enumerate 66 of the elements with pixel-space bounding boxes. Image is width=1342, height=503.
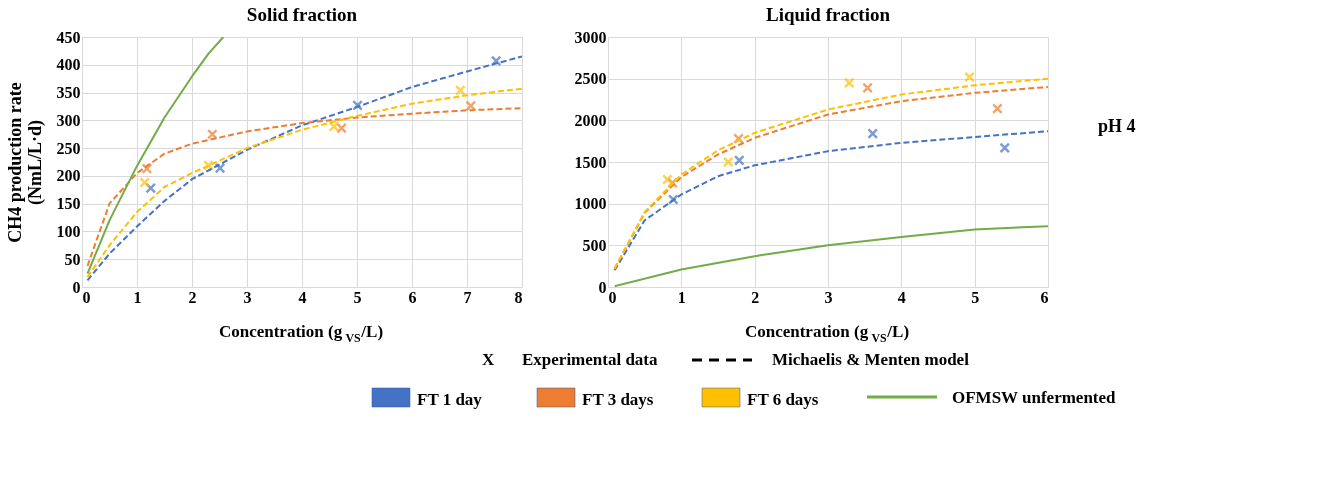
y-tick-label: 250 [56,139,81,157]
text: X [482,350,495,369]
point [722,156,734,168]
point [352,99,363,111]
x-tick-label: 5 [971,288,980,306]
legend-label: OFMSW unfermented [952,388,1117,407]
point [661,174,673,185]
y-tick-label: 500 [582,236,607,254]
y-tick-label: 300 [56,111,81,129]
x-tick-label: 1 [677,288,686,306]
point [843,77,855,89]
x-tick-label: 2 [188,288,197,306]
point [867,128,879,140]
point [999,142,1011,154]
line-series [86,37,225,275]
x-tick-label: 1 [133,288,142,306]
y-tick-label: 50 [64,250,81,268]
point [991,103,1003,115]
x-tick-label: 6 [408,288,417,306]
point [145,182,157,194]
point [465,100,477,112]
point [336,122,348,134]
text: pH 4 [1098,116,1136,136]
y-tick-label: 1000 [574,195,607,213]
y-tick-label: 1500 [574,153,607,171]
chart-title: Liquid fraction [765,4,891,25]
line-series [613,225,1048,287]
line-series [613,130,1048,272]
y-tick-label: 350 [56,84,81,102]
point [733,154,745,166]
point [206,128,218,140]
x-tick-label: 6 [1040,288,1049,306]
x-tick-label: 7 [463,288,472,306]
x-tick-label: 5 [353,288,362,306]
chart-title: Solid fraction [246,4,358,25]
legend-label: FT 1 day [417,390,483,409]
y-tick-label: 100 [56,222,81,240]
x-tick-label: 2 [751,288,760,306]
y-tick-label: 150 [56,195,81,213]
line-series [86,87,522,278]
point [141,163,153,175]
point [667,194,679,205]
point [862,82,874,94]
y-tick-label: 2000 [574,111,607,129]
x-tick-label: 3 [824,288,833,306]
x-tick-label: 4 [897,288,906,306]
legend-label: FT 6 days [747,390,819,409]
y-axis-title: CH4 production rate (NmL/L·d) [4,82,46,243]
point [490,55,502,67]
y-tick-label: 3000 [574,28,607,46]
point [454,84,466,96]
legend-label: FT 3 days [582,390,654,409]
y-tick-label: 400 [56,56,81,74]
point [328,121,340,132]
x-tick-label: 3 [243,288,252,306]
text: Michaelis & Menten model [772,350,970,369]
y-tick-label: 2500 [574,70,607,88]
point [964,71,975,83]
x-tick-label: 4 [298,288,307,306]
y-tick-label: 450 [56,28,81,46]
line-series [86,55,522,282]
y-tick-label: 200 [56,167,81,185]
x-tick-label: 8 [514,288,523,306]
point [214,162,226,174]
point [139,177,151,188]
text: Experimental data [522,350,659,369]
